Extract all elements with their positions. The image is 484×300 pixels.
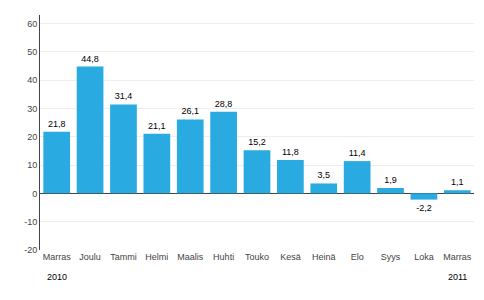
svg-text:26,1: 26,1 — [181, 106, 199, 116]
svg-text:1,9: 1,9 — [384, 175, 397, 185]
svg-text:Marras: Marras — [43, 252, 72, 262]
svg-text:21,1: 21,1 — [148, 121, 166, 131]
svg-text:Heinä: Heinä — [312, 252, 336, 262]
svg-text:Kesä: Kesä — [280, 252, 301, 262]
svg-text:11,4: 11,4 — [349, 148, 366, 158]
svg-text:20: 20 — [27, 132, 37, 142]
svg-text:40: 40 — [27, 75, 37, 85]
svg-text:Elo: Elo — [351, 252, 364, 262]
svg-text:Tammi: Tammi — [110, 252, 136, 262]
svg-text:Maalis: Maalis — [177, 252, 204, 262]
svg-text:-20: -20 — [24, 245, 37, 255]
svg-text:Syys: Syys — [381, 252, 401, 262]
svg-text:44,8: 44,8 — [81, 54, 99, 64]
svg-text:Helmi: Helmi — [145, 252, 168, 262]
svg-text:Touko: Touko — [245, 252, 269, 262]
svg-text:3,5: 3,5 — [318, 170, 331, 180]
svg-text:Huhti: Huhti — [213, 252, 234, 262]
svg-text:11,8: 11,8 — [282, 147, 299, 157]
svg-text:28,8: 28,8 — [215, 99, 233, 109]
svg-text:50: 50 — [27, 47, 37, 57]
svg-text:1,1: 1,1 — [451, 177, 464, 187]
svg-text:-2,2: -2,2 — [416, 203, 432, 213]
svg-text:60: 60 — [27, 19, 37, 29]
svg-text:31,4: 31,4 — [115, 91, 133, 101]
svg-text:30: 30 — [27, 104, 37, 114]
svg-text:15,2: 15,2 — [248, 137, 266, 147]
svg-text:0: 0 — [32, 189, 37, 199]
svg-text:Joulu: Joulu — [79, 252, 101, 262]
svg-text:Loka: Loka — [414, 252, 434, 262]
svg-text:10: 10 — [27, 160, 37, 170]
svg-text:21,8: 21,8 — [48, 119, 66, 129]
svg-text:2010: 2010 — [47, 272, 67, 282]
svg-text:Marras: Marras — [443, 252, 472, 262]
svg-text:2011: 2011 — [448, 272, 467, 282]
svg-text:-10: -10 — [24, 217, 37, 227]
